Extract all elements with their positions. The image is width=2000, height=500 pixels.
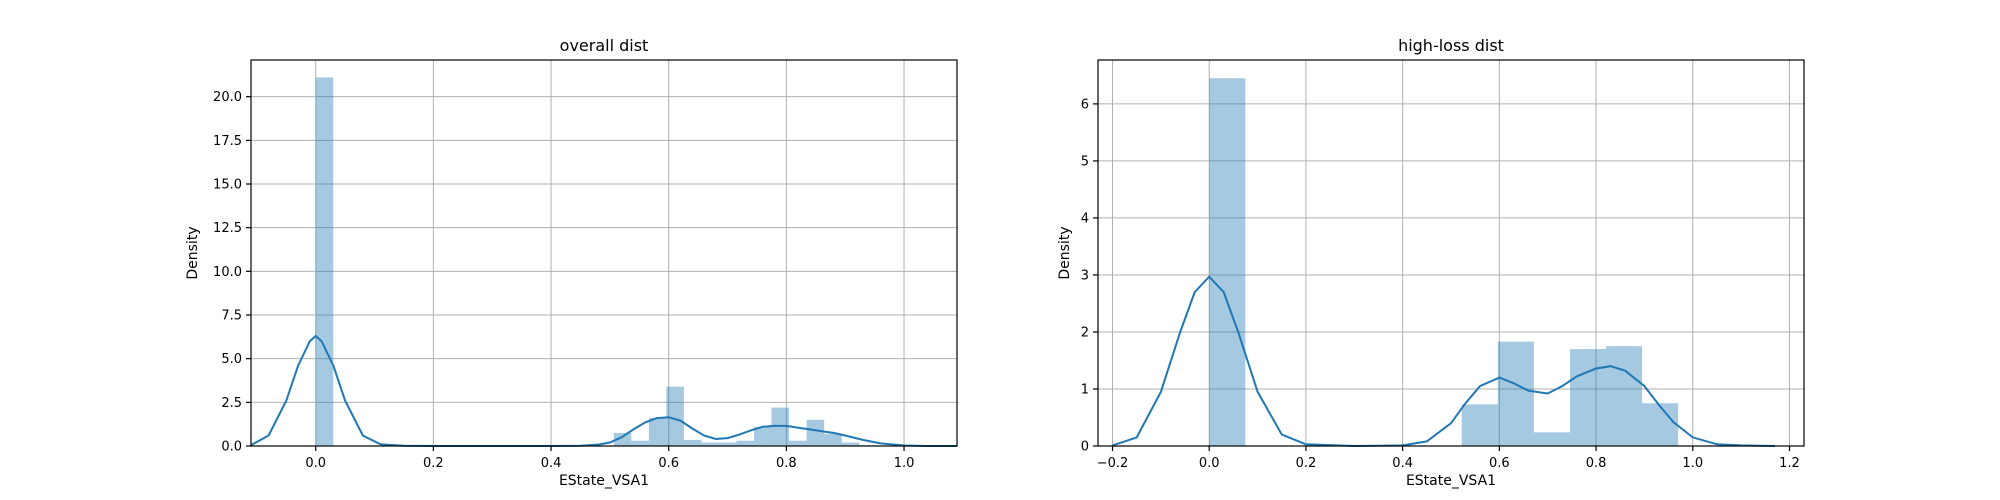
x-tick-label: 0.8 [776,456,797,471]
kde-line [250,334,957,447]
x-tick-label: 0.4 [1392,456,1413,471]
y-tick-label: 20.0 [213,90,242,105]
y-tick-label: 15.0 [213,178,242,193]
histogram-bar [631,440,649,446]
x-tick-label: 0.2 [423,456,444,471]
y-tick-label: 2.5 [221,396,242,411]
x-axis-label: EState_VSA1 [559,473,649,489]
histogram-bar [1209,78,1246,446]
y-tick-label: 0 [1081,440,1089,455]
histogram-bar [1533,432,1570,446]
y-tick-label: 7.5 [221,309,242,324]
histogram-bar [736,440,755,446]
y-axis-label: Density [185,226,201,279]
y-tick-label: 5 [1081,154,1089,169]
x-tick-label: 0.6 [1489,456,1510,471]
y-tick-label: 3 [1081,268,1089,283]
x-tick-label: 0.0 [1199,456,1220,471]
y-tick-label: 17.5 [213,134,242,149]
histogram-bar [806,419,825,446]
y-tick-label: 12.5 [213,221,242,236]
histogram-bar [1569,349,1607,446]
histogram-bar [648,418,667,446]
kde-line [1112,275,1776,448]
histogram-bar [683,439,702,446]
y-tick-label: 1 [1081,382,1089,397]
histogram-bar [1461,404,1498,446]
x-tick-label: 1.2 [1779,456,1800,471]
histogram-bar [841,442,860,446]
chart-title: overall dist [560,36,649,55]
y-tick-label: 6 [1081,97,1089,112]
histogram-bar [789,440,807,446]
axes-frame [250,59,958,447]
y-axis-label: Density [1057,226,1073,279]
histogram-bar [754,426,772,446]
histogram-bar [824,433,842,446]
chart-title: high-loss dist [1398,36,1504,55]
y-tick-label: 10.0 [213,265,242,280]
y-tick-label: 5.0 [221,352,242,367]
histogram-bar [1497,341,1534,446]
x-tick-label: 0.2 [1296,456,1317,471]
histogram-bar [613,432,632,446]
chart-high-loss-dist: −0.2 0.0 0.2 0.4 0.6 0.8 1.0 1.2 0 1 2 3 4 5 6 high-los… [1057,36,1805,489]
histogram-bar [701,442,719,446]
x-tick-label: −0.2 [1097,456,1129,471]
histogram-bar [666,386,684,446]
histogram-bar [1606,346,1643,446]
grid [251,60,957,447]
x-tick-label: 0.0 [305,456,326,471]
grid [1098,60,1804,447]
axes-frame [1097,59,1805,447]
x-tick-label: 1.0 [1682,456,1703,471]
x-tick-label: 0.8 [1586,456,1607,471]
y-tick-label: 4 [1081,211,1089,226]
y-tick-label: 0.0 [221,440,242,455]
x-axis-label: EState_VSA1 [1406,473,1496,489]
histogram-bar [718,442,737,446]
y-tick-label: 2 [1081,325,1089,340]
x-tick-label: 1.0 [894,456,915,471]
histogram-bar [315,77,334,446]
histogram [315,77,877,446]
x-tick-label: 0.4 [541,456,562,471]
histogram-bar [1642,403,1679,446]
x-tick-label: 0.6 [658,456,679,471]
histogram [1209,78,1679,446]
chart-overall-dist: 0.0 0.2 0.4 0.6 0.8 1.0 0.0 2.5 5.0 7.5 10.0 12.5 15… [185,36,958,489]
